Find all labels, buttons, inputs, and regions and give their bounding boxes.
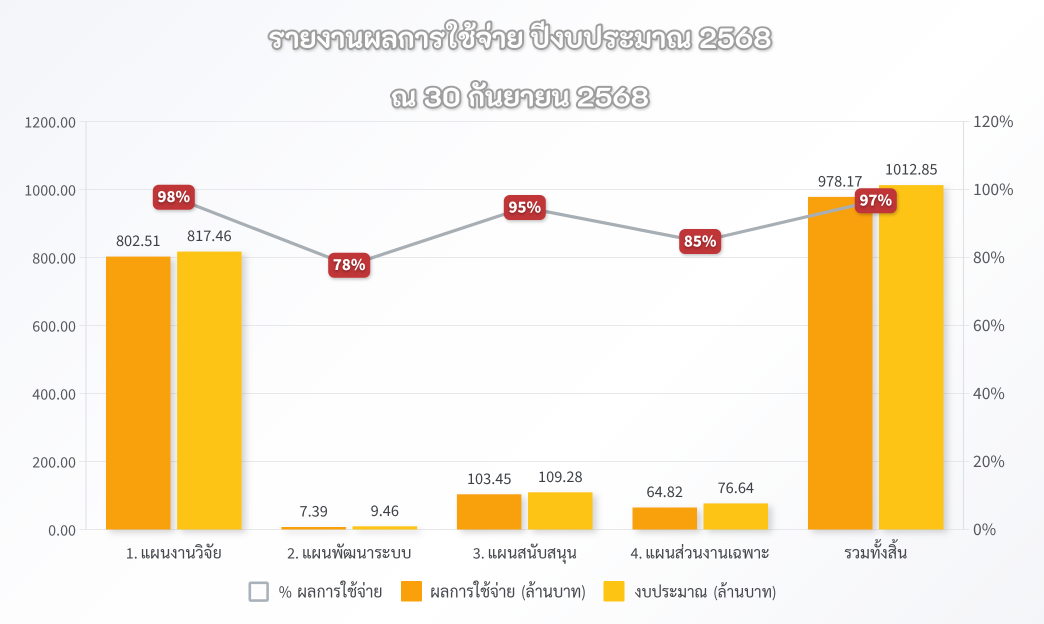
svg-text:20%: 20%: [973, 449, 1005, 474]
svg-text:100%: 100%: [973, 177, 1014, 202]
svg-text:109.28: 109.28: [538, 465, 583, 489]
svg-text:2. แผนพัฒนาระบบ: 2. แผนพัฒนาระบบ: [287, 543, 411, 566]
svg-text:ณ 30 กันยายน 2568: ณ 30 กันยายน 2568: [391, 78, 649, 113]
svg-text:120%: 120%: [973, 109, 1014, 134]
svg-text:800.00: 800.00: [32, 249, 76, 271]
svg-text:0%: 0%: [973, 517, 996, 542]
svg-text:0.00: 0.00: [48, 521, 76, 543]
svg-text:รวมทั้งสิ้น: รวมทั้งสิ้น: [844, 539, 908, 565]
svg-text:4. แผนส่วนงานเฉพาะ: 4. แผนส่วนงานเฉพาะ: [631, 543, 770, 566]
svg-text:รายงานผลการใช้จ่าย ปีงบประมาณ: รายงานผลการใช้จ่าย ปีงบประมาณ 2568: [269, 20, 772, 56]
svg-text:60%: 60%: [973, 313, 1005, 338]
svg-text:97%: 97%: [860, 189, 893, 213]
svg-text:600.00: 600.00: [32, 317, 76, 339]
svg-text:9.46: 9.46: [371, 499, 399, 523]
svg-text:40%: 40%: [973, 381, 1005, 406]
svg-text:7.39: 7.39: [300, 500, 328, 524]
svg-text:งบประมาณ (ล้านบาท): งบประมาณ (ล้านบาท): [635, 581, 777, 605]
svg-text:78%: 78%: [333, 253, 366, 277]
svg-text:98%: 98%: [158, 185, 191, 209]
svg-text:80%: 80%: [973, 245, 1005, 270]
svg-text:802.51: 802.51: [116, 229, 161, 253]
svg-text:1. แผนงานวิจัย: 1. แผนงานวิจัย: [126, 543, 222, 566]
svg-text:400.00: 400.00: [32, 385, 76, 407]
svg-text:64.82: 64.82: [646, 480, 682, 504]
svg-text:817.46: 817.46: [187, 224, 232, 248]
svg-text:1012.85: 1012.85: [885, 158, 938, 182]
svg-text:3. แผนสนับสนุน: 3. แผนสนับสนุน: [473, 543, 578, 566]
svg-text:103.45: 103.45: [467, 467, 512, 491]
svg-text:978.17: 978.17: [818, 169, 863, 193]
svg-text:ผลการใช้จ่าย (ล้านบาท): ผลการใช้จ่าย (ล้านบาท): [430, 581, 586, 605]
svg-text:95%: 95%: [509, 195, 542, 219]
svg-text:76.64: 76.64: [718, 476, 754, 500]
svg-text:200.00: 200.00: [32, 453, 76, 475]
svg-text:85%: 85%: [684, 229, 717, 253]
svg-text:1200.00: 1200.00: [24, 113, 76, 135]
svg-text:1000.00: 1000.00: [24, 181, 76, 203]
svg-text:% ผลการใช้จ่าย: % ผลการใช้จ่าย: [279, 581, 383, 605]
